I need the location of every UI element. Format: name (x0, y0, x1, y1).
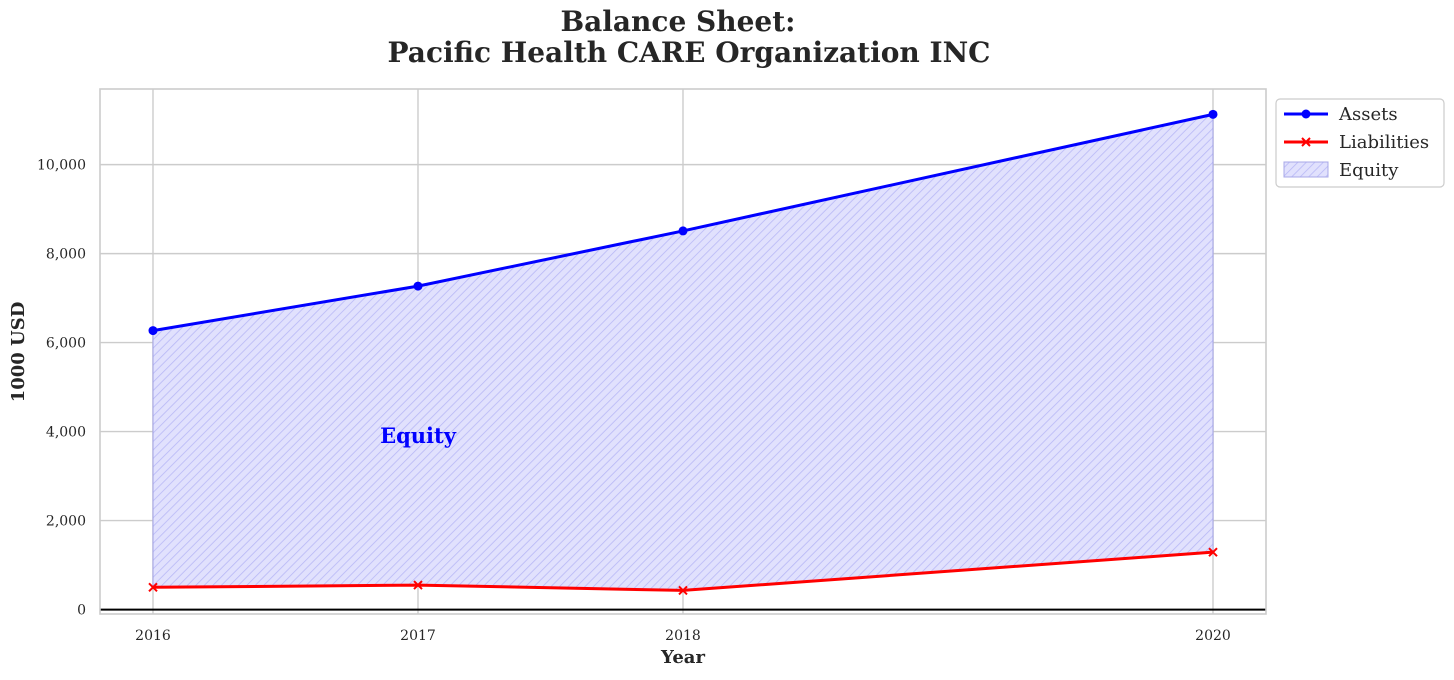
liabilities-point (148, 582, 158, 593)
chart-title-line2: Pacific Health CARE Organization INC (388, 36, 991, 69)
liabilities-line (152, 550, 1214, 592)
y-tick-label: 2,000 (46, 514, 86, 530)
legend-assets-marker (1301, 109, 1311, 119)
x-axis-label: Year (660, 647, 705, 668)
y-tick-label: 6,000 (46, 336, 86, 352)
assets-point (678, 226, 688, 236)
liabilities-point (413, 580, 423, 590)
liabilities-point (1208, 547, 1218, 557)
equity-annotation: Equity (380, 423, 457, 448)
liabilities-point (678, 585, 688, 596)
y-tick-label: 0 (77, 603, 86, 619)
y-tick-label: 4,000 (46, 425, 86, 441)
y-tick-label: 10,000 (37, 158, 86, 174)
legend-liabilities-marker (1301, 137, 1311, 147)
assets-point (1208, 109, 1218, 119)
plot-frame (99, 88, 1267, 615)
chart-title-line1: Balance Sheet: (560, 5, 795, 38)
legend-item-liabilities: Liabilities (1284, 132, 1429, 153)
y-tick-label: 8,000 (46, 247, 86, 263)
legend-equity-swatch (1283, 161, 1329, 178)
legend-equity-label: Equity (1339, 160, 1399, 181)
x-tick-label: 2018 (665, 628, 701, 644)
assets-point (148, 326, 158, 336)
x-axis-ticks: 2016 2017 2018 2020 (135, 628, 1231, 644)
legend: Assets Liabilities Equity (1275, 98, 1445, 188)
y-axis-label: 1000 USD (8, 302, 29, 403)
legend-item-equity: Equity (1283, 160, 1399, 181)
assets-line (152, 112, 1214, 333)
x-tick-label: 2016 (135, 628, 171, 644)
x-tick-label: 2017 (400, 628, 436, 644)
series-layer (148, 109, 1218, 596)
legend-liabilities-label: Liabilities (1339, 132, 1429, 153)
legend-assets-label: Assets (1338, 104, 1398, 125)
legend-item-assets: Assets (1284, 104, 1398, 125)
x-tick-label: 2020 (1195, 628, 1231, 644)
assets-point (413, 281, 423, 291)
y-axis-ticks: 0 2,000 4,000 6,000 8,000 10,000 (37, 158, 86, 619)
